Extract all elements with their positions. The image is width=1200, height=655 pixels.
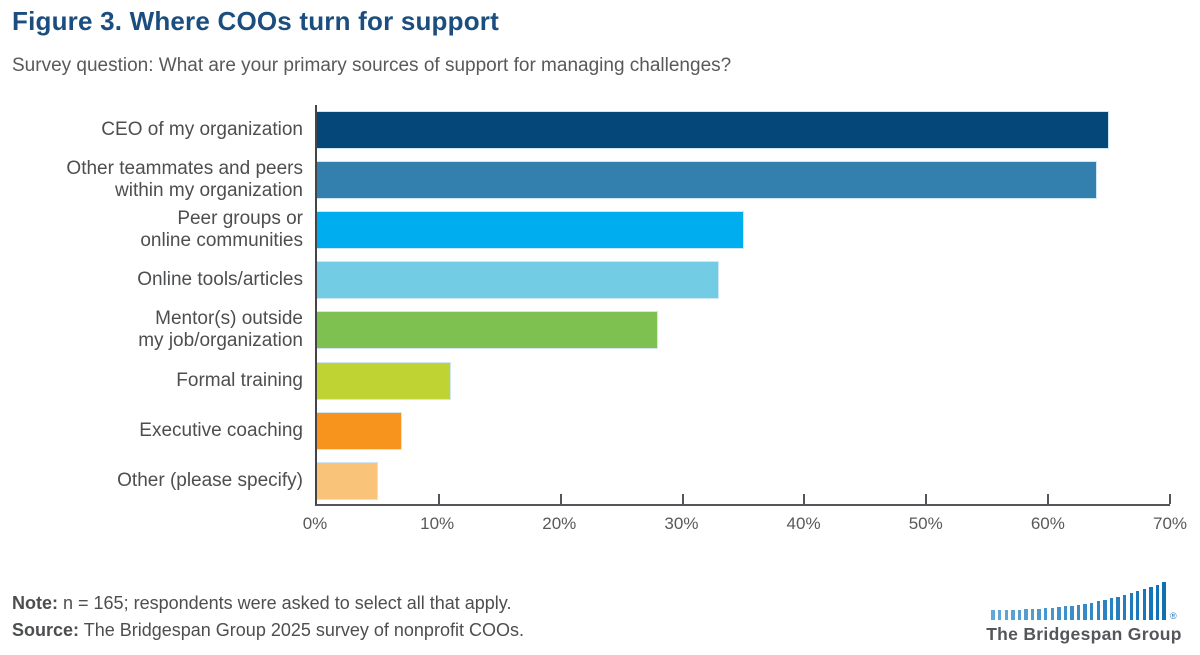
category-label: Other (please specify) [117,469,303,491]
source-label: Source: [12,620,80,640]
logo-bar-glyph [1083,603,1087,620]
logo-bar-glyph [1142,589,1147,620]
x-tick-label: 0% [302,514,328,533]
survey-question-subtitle: Survey question: What are your primary s… [12,55,732,76]
logo-bar-glyph [1116,596,1120,620]
bar-row [317,155,1170,205]
chart-rows [317,105,1170,504]
bar [317,311,659,350]
bar [317,361,452,400]
bar-row [317,355,1170,405]
x-tick-label: 40% [786,514,821,533]
x-tick-label: 70% [1152,514,1188,533]
bar [317,261,720,300]
figure-title: Figure 3. Where COOs turn for support [12,6,499,36]
x-axis-tick-labels: 0% 10% 20% 30% 40% 50% 60% 70% [303,514,1187,538]
category-label: Executive coaching [139,419,303,441]
category-label: Peer groups or online communities [140,208,303,252]
x-tick-label: 10% [420,514,455,533]
logo-bar-glyph [1122,595,1127,620]
logo-bar-glyph [1070,605,1074,620]
logo-bar-glyph [1057,607,1061,620]
logo-bar-glyph [1076,604,1081,620]
logo-bar-glyph [1011,609,1015,620]
x-tick-label: 60% [1030,514,1065,533]
bridgespan-logo-bars-icon: ® [991,580,1177,621]
axis-tick [925,494,928,504]
logo-bar-glyph [1103,599,1107,620]
bar [317,461,378,500]
logo-bar-glyph [1037,608,1041,620]
logo-bar-glyph [1149,586,1153,620]
note-body: n = 165; respondents were asked to selec… [63,593,512,613]
logo-bar-glyph [1129,593,1133,620]
axis-tick [803,494,806,504]
category-label: Other teammates and peers within my orga… [66,158,303,202]
logo-bar-glyph [1004,609,1008,620]
note-label: Note: [12,593,58,613]
plot-area [315,105,1171,506]
logo-bar-glyph [1017,609,1022,620]
category-label: Formal training [176,369,303,391]
bar-row [317,456,1170,506]
axis-tick [1169,494,1171,504]
logo-bar-glyph [991,610,995,620]
logo-bar-glyph [1024,609,1028,620]
category-labels-column: CEO of my organization Other teammates an… [0,105,303,506]
bridgespan-logo-text: The Bridgespan Group [986,624,1182,644]
note-text: Note: n = 165; respondents were asked to… [12,593,511,614]
x-tick-label: 20% [542,514,577,533]
logo-bar-glyph [1136,591,1140,620]
bridgespan-logo: ® The Bridgespan Group [986,580,1182,645]
logo-bar-glyph [1044,608,1048,620]
bar-row [317,205,1170,255]
logo-bar-glyph [1109,598,1114,620]
logo-bar-glyph [1096,601,1101,620]
bar-row [317,406,1170,456]
logo-bar-glyph [1155,584,1160,620]
bar-row [317,305,1170,355]
axis-tick [437,494,440,504]
logo-bar-glyph [997,610,1002,620]
registered-trademark-symbol: ® [1169,611,1177,621]
axis-tick [559,494,562,504]
bar [317,411,403,450]
bar-row [317,105,1170,155]
bar [317,211,744,250]
logo-bar-glyph [1030,609,1035,620]
source-text: Source: The Bridgespan Group 2025 survey… [12,620,524,641]
x-tick-label: 50% [908,514,943,533]
category-label: Mentor(s) outside my job/organization [138,308,303,352]
logo-bar-glyph [1050,607,1054,620]
x-tick-label: 30% [664,514,699,533]
category-label: Online tools/articles [137,269,303,291]
bar [317,111,1110,150]
category-label: CEO of my organization [101,119,303,141]
logo-bar-glyph [1063,606,1068,620]
bar [317,161,1097,200]
logo-bar-glyph [1162,582,1166,620]
bar-row [317,255,1170,305]
source-body: The Bridgespan Group 2025 survey of nonp… [83,620,524,640]
axis-tick [681,494,684,504]
axis-tick [1047,494,1050,504]
logo-bar-glyph [1090,602,1094,620]
